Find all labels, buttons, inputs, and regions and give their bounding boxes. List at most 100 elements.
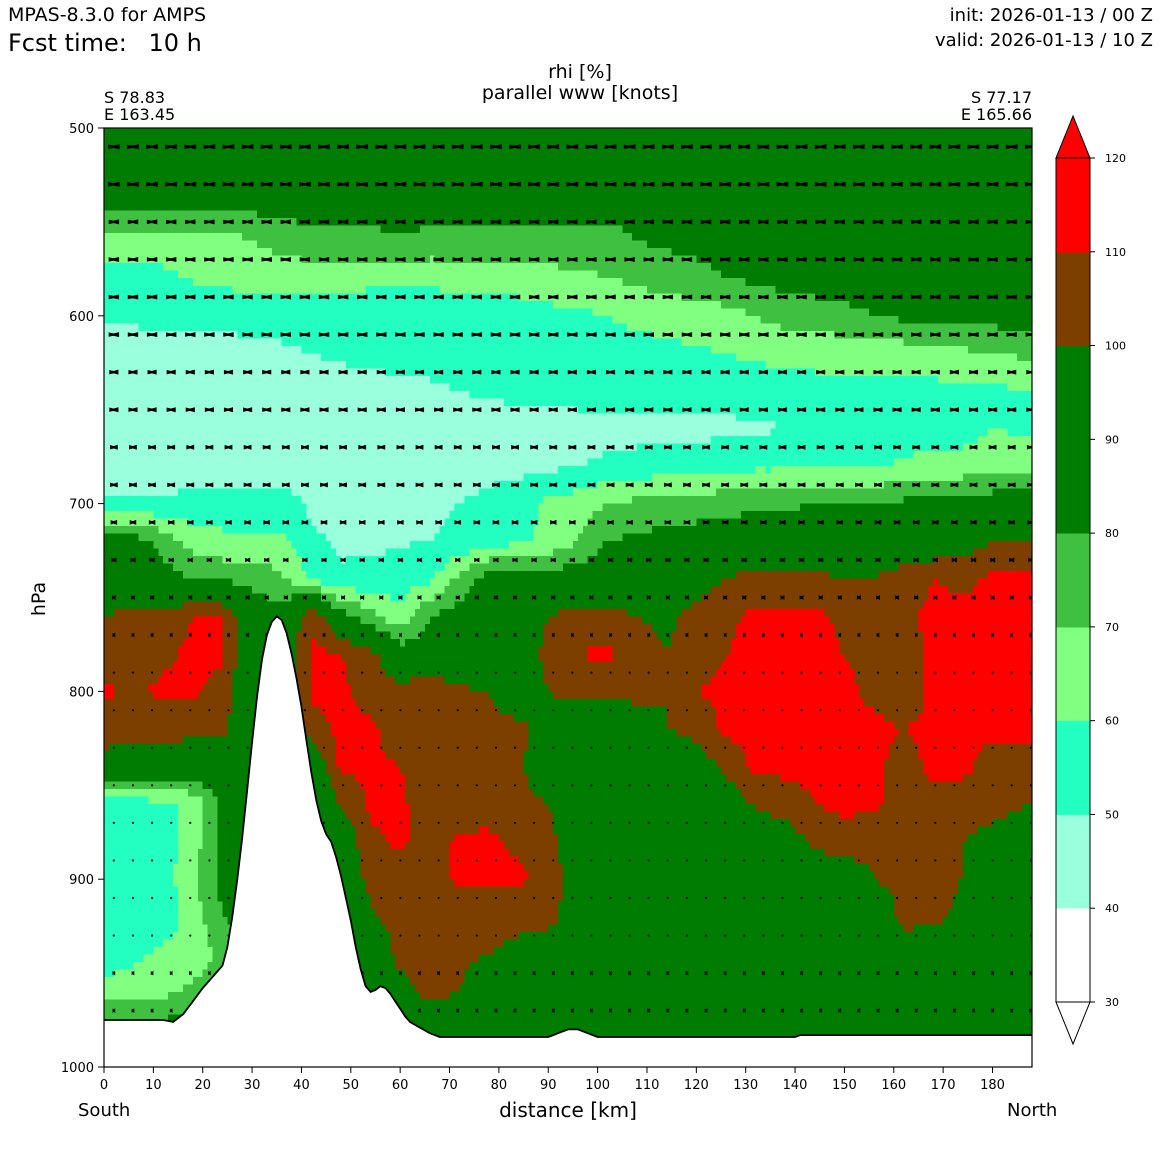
rhi-cell [242, 233, 633, 242]
wind-vector [644, 444, 653, 450]
wind-vector [1007, 369, 1017, 375]
rhi-cell [814, 368, 1032, 377]
wind-vector [552, 859, 555, 862]
x-tick-label: 160 [881, 1078, 906, 1093]
wind-vector [762, 632, 765, 638]
wind-vector [165, 256, 177, 262]
wind-vector [208, 632, 211, 638]
wind-vector [245, 595, 250, 600]
wind-vector [205, 444, 214, 450]
wind-vector [246, 671, 249, 674]
rhi-cell [104, 774, 332, 783]
wind-vector [471, 256, 483, 262]
wind-vector [414, 219, 425, 225]
wind-vector [609, 859, 612, 862]
rhi-cell [405, 789, 535, 798]
rhi-cell [192, 616, 224, 625]
wind-vector [781, 709, 784, 712]
rhi-cell [345, 676, 396, 685]
wind-vector [322, 595, 326, 600]
wind-vector [893, 444, 901, 450]
rhi-cell [518, 293, 683, 302]
wind-vector [743, 671, 746, 674]
rhi-cell [138, 533, 174, 542]
rhi-cell [849, 300, 1032, 309]
wind-vector [644, 407, 654, 413]
wind-vector [455, 595, 460, 600]
wind-vector [1005, 181, 1018, 187]
wind-vector [512, 557, 518, 563]
rhi-cell [104, 616, 194, 625]
rhi-cell [202, 796, 219, 805]
wind-vector [170, 896, 173, 900]
wind-vector [1010, 746, 1013, 749]
rhi-cell [173, 879, 199, 888]
wind-vector [857, 859, 860, 862]
rhi-cell [104, 638, 184, 647]
rhi-cell [355, 826, 382, 835]
rhi-cell [538, 503, 604, 512]
wind-vector [628, 821, 631, 824]
wind-vector [586, 294, 597, 300]
wind-vector [108, 332, 120, 338]
wind-vector [227, 632, 230, 638]
wind-vector [471, 294, 483, 300]
rhi-cell [113, 969, 204, 978]
wind-vector [377, 444, 386, 450]
wind-vector [931, 444, 940, 450]
wind-vector [666, 784, 669, 787]
wind-vector [796, 219, 807, 225]
colorbar-tick-label: 30 [1105, 996, 1119, 1009]
colorbar-tick-label: 80 [1105, 527, 1119, 540]
wind-vector [685, 671, 689, 674]
wind-vector [854, 444, 863, 450]
colorbar-band [1056, 439, 1090, 534]
rhi-cell [449, 864, 525, 873]
wind-vector [819, 671, 822, 674]
rhi-cell [513, 713, 668, 723]
rhi-cell [202, 811, 219, 820]
wind-vector [453, 369, 463, 375]
wind-vector [605, 294, 616, 300]
wind-vector [988, 369, 998, 375]
wind-vector [972, 934, 975, 937]
wind-vector [204, 332, 215, 338]
rhi-cell [173, 661, 224, 670]
wind-vector [972, 671, 975, 674]
wind-vector [778, 482, 787, 488]
rhi-cell [350, 819, 372, 828]
rhi-cell [104, 586, 253, 595]
rhi-cell [691, 736, 732, 745]
wind-vector [740, 482, 749, 488]
chart-title: rhi [%] [548, 61, 612, 83]
wind-vector [322, 709, 326, 712]
rhi-cell [350, 691, 490, 700]
wind-vector [490, 256, 502, 262]
wind-vector [666, 859, 669, 862]
wind-vector [606, 482, 615, 488]
rhi-cell [464, 969, 1032, 978]
wind-vector [357, 294, 368, 300]
wind-vector [666, 671, 669, 674]
wind-vector [666, 1008, 670, 1014]
rhi-cell [395, 676, 411, 685]
wind-vector [874, 444, 882, 450]
wind-vector [835, 444, 844, 450]
rhi-cell [232, 608, 307, 617]
rhi-cell [390, 939, 505, 948]
rhi-cell [923, 706, 1032, 715]
wind-vector [626, 519, 633, 525]
wind-vector [585, 144, 598, 150]
rhi-cell [676, 616, 742, 625]
wind-vector [227, 784, 230, 787]
rhi-cell [962, 774, 1032, 783]
wind-vector [930, 407, 940, 413]
wind-vector [704, 1008, 708, 1014]
wind-vector [647, 709, 650, 712]
rhi-cell [104, 300, 554, 309]
wind-vector [492, 482, 500, 488]
wind-vector [914, 1008, 918, 1014]
wind-vector [551, 595, 556, 600]
wind-vector [1026, 483, 1032, 487]
wind-vector [1024, 182, 1032, 186]
